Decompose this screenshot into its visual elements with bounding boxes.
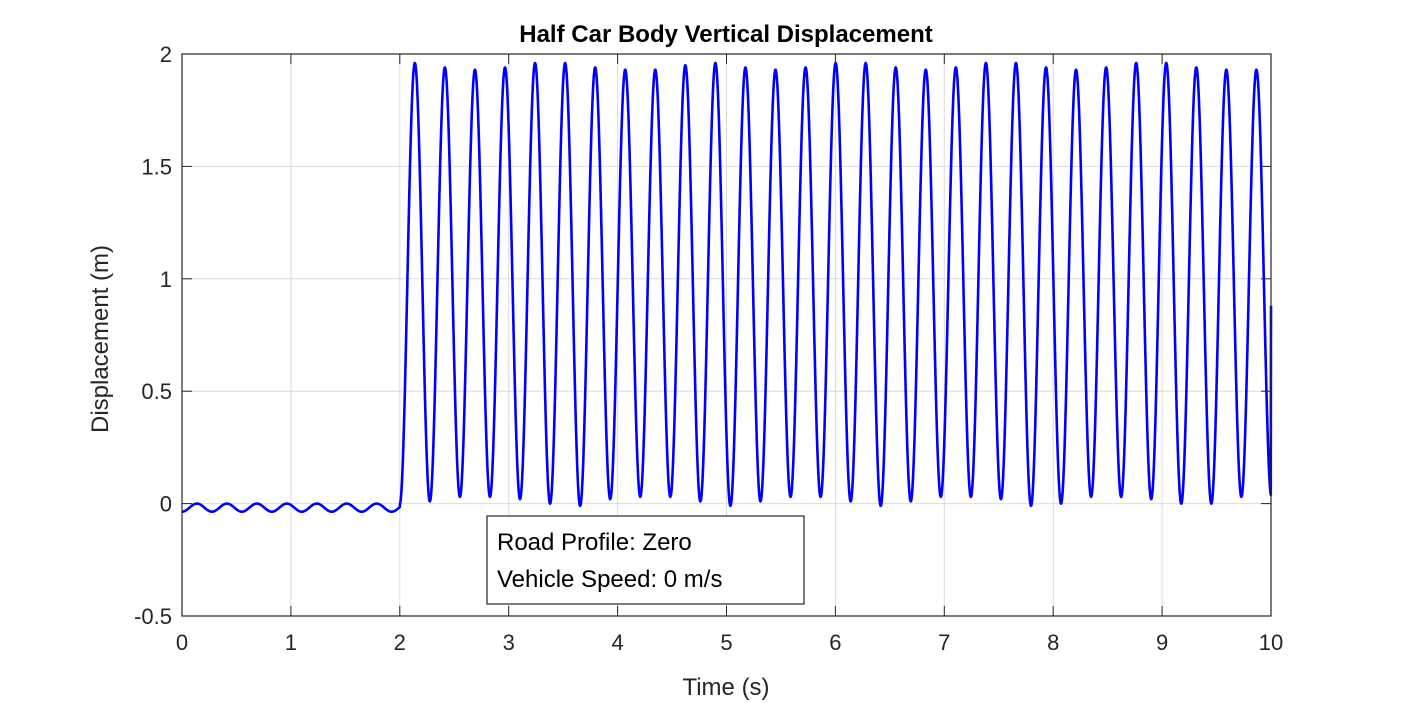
y-tick-labels: -0.5 0 0.5 1 1.5 2 (134, 42, 172, 629)
x-tick-label: 7 (938, 630, 950, 655)
x-tick-label: 8 (1047, 630, 1059, 655)
x-tick-label: 10 (1259, 630, 1283, 655)
annotation-frame (486, 515, 805, 605)
y-tick-label: -0.5 (134, 604, 172, 629)
x-tick-label: 3 (503, 630, 515, 655)
y-tick-label: 1 (160, 267, 172, 292)
tick-marks (181, 53, 1272, 617)
x-tick-label: 4 (611, 630, 623, 655)
x-tick-label: 2 (394, 630, 406, 655)
annotation-box: Road Profile: Zero Vehicle Speed: 0 m/s (486, 515, 805, 605)
x-tick-label: 0 (176, 630, 188, 655)
annotation-vehicle-speed: Vehicle Speed: 0 m/s (497, 566, 722, 593)
x-tick-label: 9 (1156, 630, 1168, 655)
x-tick-labels: 0 1 2 3 4 5 6 7 8 9 10 (176, 630, 1283, 655)
y-axis-label: Displacement (m) (87, 245, 114, 433)
chart-title: Half Car Body Vertical Displacement (519, 21, 932, 48)
plot-area: 0 1 2 3 4 5 6 7 8 9 10 -0.500.511.52 (134, 42, 1283, 655)
x-tick-label: 6 (829, 630, 841, 655)
displacement-series-line (181, 61, 1273, 513)
y-tick-label: 0.5 (141, 379, 172, 404)
x-axis-label: Time (s) (682, 674, 769, 701)
y-tick-label: 1.5 (141, 154, 172, 179)
x-tick-label: 1 (285, 630, 297, 655)
series-group (181, 61, 1273, 513)
x-tick-label: 5 (720, 630, 732, 655)
y-tick-label: 2 (160, 42, 172, 67)
annotation-road-profile: Road Profile: Zero (497, 529, 692, 556)
y-tick-label: 0 (160, 492, 172, 517)
